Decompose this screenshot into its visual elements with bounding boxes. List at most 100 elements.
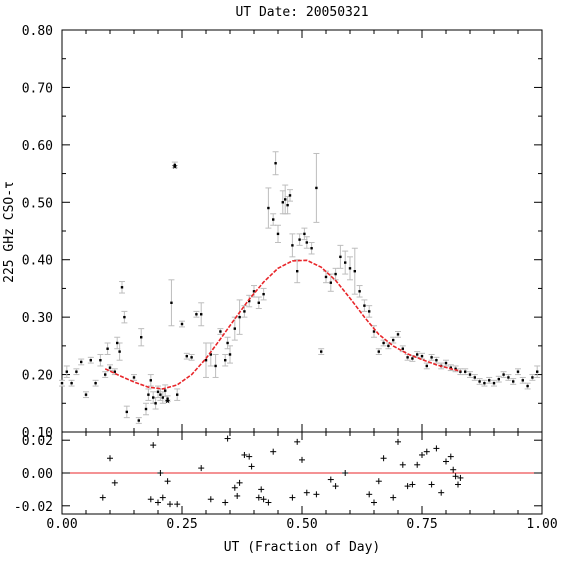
data-point: [80, 360, 83, 364]
residual-point: [147, 496, 154, 503]
residual-point: [111, 479, 118, 486]
data-point: [526, 384, 529, 388]
residual-point: [423, 448, 430, 455]
residual-point: [222, 499, 229, 506]
residual-y-tick-label: -0.02: [14, 500, 53, 515]
data-point: [512, 380, 515, 383]
x-axis-label: UT (Fraction of Day): [224, 540, 381, 555]
data-point: [420, 354, 424, 358]
residual-points: [99, 435, 464, 508]
residual-point: [234, 492, 241, 499]
residual-point: [414, 461, 421, 468]
data-point: [200, 313, 203, 316]
residual-point: [155, 499, 161, 506]
y-tick-label: 0.50: [22, 196, 53, 211]
residual-point: [167, 501, 173, 508]
data-point: [358, 290, 361, 293]
residual-y-tick-label: 0.00: [22, 467, 53, 482]
data-point: [488, 379, 491, 382]
data-point: [377, 350, 380, 353]
data-point: [214, 364, 217, 368]
data-point: [516, 370, 520, 373]
residual-point: [157, 470, 164, 476]
residual-point: [248, 463, 255, 470]
data-point: [104, 373, 107, 376]
residual-point: [450, 466, 457, 473]
residual-point: [433, 445, 440, 452]
residual-point: [265, 499, 272, 506]
data-point: [149, 379, 152, 382]
residual-point: [375, 478, 382, 485]
data-point: [65, 370, 68, 373]
data-point: [170, 301, 173, 304]
residual-point: [313, 491, 320, 498]
residual-point: [371, 499, 377, 506]
residual-point: [399, 461, 406, 468]
data-point: [298, 238, 301, 241]
residual-point: [255, 494, 262, 501]
data-point: [132, 376, 136, 379]
residual-point: [404, 483, 411, 490]
data-point: [267, 206, 270, 210]
star-markers: ★★: [164, 159, 178, 406]
residual-point: [327, 476, 334, 483]
data-point: [411, 357, 414, 360]
residual-point: [241, 451, 248, 458]
residual-point: [299, 456, 305, 463]
data-point: [238, 315, 241, 319]
data-point: [334, 272, 337, 276]
main-axis-ticks: 0.10 0.20 0.30 0.40 0.50 0.60 0.70 0.80 0.00 0.25…: [22, 24, 558, 532]
residual-y-tick-label: 0.02: [22, 434, 53, 449]
y-axis-label: 225 GHz CSO-τ: [2, 181, 17, 283]
residual-point: [174, 501, 181, 508]
data-point: [507, 376, 510, 379]
residual-point: [107, 455, 113, 462]
data-point: [224, 359, 227, 362]
y-tick-label: 0.40: [22, 254, 53, 269]
data-point: [310, 247, 313, 250]
data-point: [89, 359, 92, 362]
data-point: [315, 186, 318, 190]
y-tick-label: 0.30: [22, 311, 53, 326]
data-point: [382, 341, 385, 345]
y-tick-label: 0.20: [22, 369, 53, 384]
data-point: [99, 359, 102, 362]
data-point: [248, 299, 251, 303]
data-points: [60, 162, 539, 422]
data-point: [406, 356, 409, 359]
data-point: [478, 380, 481, 383]
x-tick-label: 0.50: [286, 517, 317, 532]
residual-point: [260, 496, 267, 503]
data-point: [140, 336, 143, 339]
data-point: [106, 347, 109, 350]
data-point: [274, 162, 277, 165]
residual-point: [438, 489, 445, 496]
data-point: [173, 163, 176, 167]
data-point: [363, 304, 366, 307]
data-point: [156, 390, 160, 393]
x-tick-label: 1.00: [526, 517, 557, 532]
data-point: [185, 354, 188, 358]
data-point: [161, 396, 164, 399]
data-point: [204, 359, 208, 362]
data-point: [286, 203, 289, 207]
data-point: [209, 353, 212, 356]
data-point: [473, 376, 476, 379]
data-point: [344, 261, 347, 264]
data-point: [303, 232, 306, 236]
residual-point: [289, 494, 296, 501]
data-point: [257, 301, 260, 304]
data-point: [176, 393, 179, 396]
data-point: [228, 353, 232, 356]
data-point: [372, 330, 376, 333]
data-point: [449, 366, 452, 369]
data-point: [120, 286, 124, 289]
data-point: [154, 402, 157, 405]
data-point: [435, 359, 438, 362]
data-point: [339, 255, 342, 259]
data-point: [243, 310, 246, 313]
residual-point: [447, 453, 454, 460]
data-point: [195, 313, 198, 316]
data-point: [483, 381, 486, 385]
